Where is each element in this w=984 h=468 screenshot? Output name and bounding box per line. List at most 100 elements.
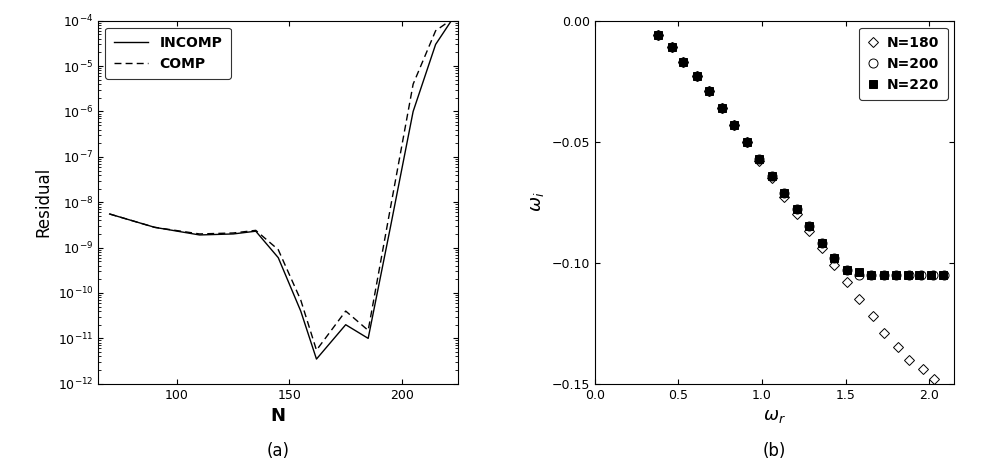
- N=180: [940, 386, 952, 391]
- N=180: [867, 313, 879, 319]
- INCOMP: [385, 223, 397, 229]
- N=220: [652, 32, 664, 38]
- N=220: [666, 44, 678, 50]
- Legend: INCOMP, COMP: INCOMP, COMP: [105, 28, 230, 79]
- N=200: [678, 59, 690, 65]
- N=220: [678, 59, 690, 65]
- N=180: [892, 344, 903, 350]
- N=200: [903, 272, 915, 278]
- N=200: [767, 173, 778, 178]
- COMP: [385, 204, 397, 210]
- INCOMP: [339, 322, 351, 328]
- N=220: [716, 105, 728, 110]
- COMP: [250, 227, 262, 233]
- COMP: [407, 81, 419, 87]
- N=220: [791, 207, 803, 212]
- N=200: [753, 156, 765, 161]
- INCOMP: [227, 231, 239, 237]
- N=180: [791, 212, 803, 217]
- N=180: [929, 376, 941, 382]
- N=200: [939, 272, 951, 278]
- N=180: [741, 139, 753, 145]
- N=200: [703, 88, 714, 94]
- Line: N=220: N=220: [654, 31, 947, 278]
- COMP: [227, 230, 239, 236]
- COMP: [446, 17, 458, 22]
- INCOMP: [273, 255, 284, 261]
- N=220: [767, 173, 778, 178]
- N=220: [728, 122, 740, 128]
- N=180: [778, 195, 790, 200]
- N=200: [879, 272, 891, 278]
- N=220: [741, 139, 753, 145]
- N=200: [829, 255, 840, 261]
- INCOMP: [407, 109, 419, 114]
- N=200: [841, 267, 853, 273]
- COMP: [430, 28, 442, 34]
- N=220: [913, 272, 925, 278]
- N=180: [666, 44, 678, 50]
- N=180: [829, 263, 840, 268]
- N=200: [691, 73, 703, 79]
- N=220: [778, 190, 790, 195]
- INCOMP: [103, 211, 115, 217]
- COMP: [103, 211, 115, 217]
- N=180: [841, 279, 853, 285]
- N=200: [791, 207, 803, 212]
- N=180: [753, 158, 765, 164]
- N=220: [829, 255, 840, 261]
- Text: (b): (b): [763, 442, 786, 460]
- Line: N=180: N=180: [654, 31, 950, 393]
- N=220: [890, 272, 901, 278]
- N=180: [903, 357, 915, 362]
- N=180: [691, 73, 703, 79]
- COMP: [273, 247, 284, 253]
- N=220: [817, 241, 829, 246]
- Legend: N=180, N=200, N=220: N=180, N=200, N=220: [859, 28, 948, 100]
- INCOMP: [149, 225, 160, 230]
- N=200: [927, 272, 939, 278]
- Text: (a): (a): [267, 442, 289, 460]
- COMP: [311, 347, 323, 353]
- COMP: [149, 225, 160, 230]
- Line: N=200: N=200: [653, 31, 949, 279]
- N=180: [728, 122, 740, 128]
- COMP: [339, 308, 351, 314]
- N=180: [767, 175, 778, 181]
- Line: COMP: COMP: [109, 20, 452, 350]
- N=180: [716, 105, 728, 110]
- COMP: [362, 328, 374, 333]
- N=180: [817, 245, 829, 251]
- N=180: [652, 32, 664, 38]
- COMP: [295, 297, 307, 303]
- INCOMP: [194, 232, 206, 238]
- X-axis label: N: N: [271, 407, 285, 425]
- N=200: [890, 272, 901, 278]
- N=200: [652, 32, 664, 38]
- N=180: [853, 296, 865, 302]
- INCOMP: [311, 356, 323, 362]
- N=180: [803, 228, 815, 234]
- N=220: [753, 156, 765, 161]
- INCOMP: [295, 308, 307, 314]
- INCOMP: [446, 18, 458, 23]
- N=220: [803, 224, 815, 229]
- N=220: [925, 272, 937, 278]
- N=200: [803, 224, 815, 229]
- N=200: [865, 272, 877, 278]
- X-axis label: $\omega_r$: $\omega_r$: [764, 407, 786, 425]
- N=220: [879, 272, 891, 278]
- INCOMP: [430, 42, 442, 47]
- Line: INCOMP: INCOMP: [109, 21, 452, 359]
- Y-axis label: Residual: Residual: [34, 167, 52, 237]
- N=180: [703, 88, 714, 94]
- INCOMP: [250, 228, 262, 234]
- COMP: [194, 231, 206, 237]
- N=200: [666, 44, 678, 50]
- N=220: [691, 73, 703, 79]
- N=180: [917, 366, 929, 372]
- N=220: [937, 272, 949, 278]
- N=220: [901, 272, 913, 278]
- N=220: [841, 267, 853, 273]
- N=180: [879, 330, 891, 336]
